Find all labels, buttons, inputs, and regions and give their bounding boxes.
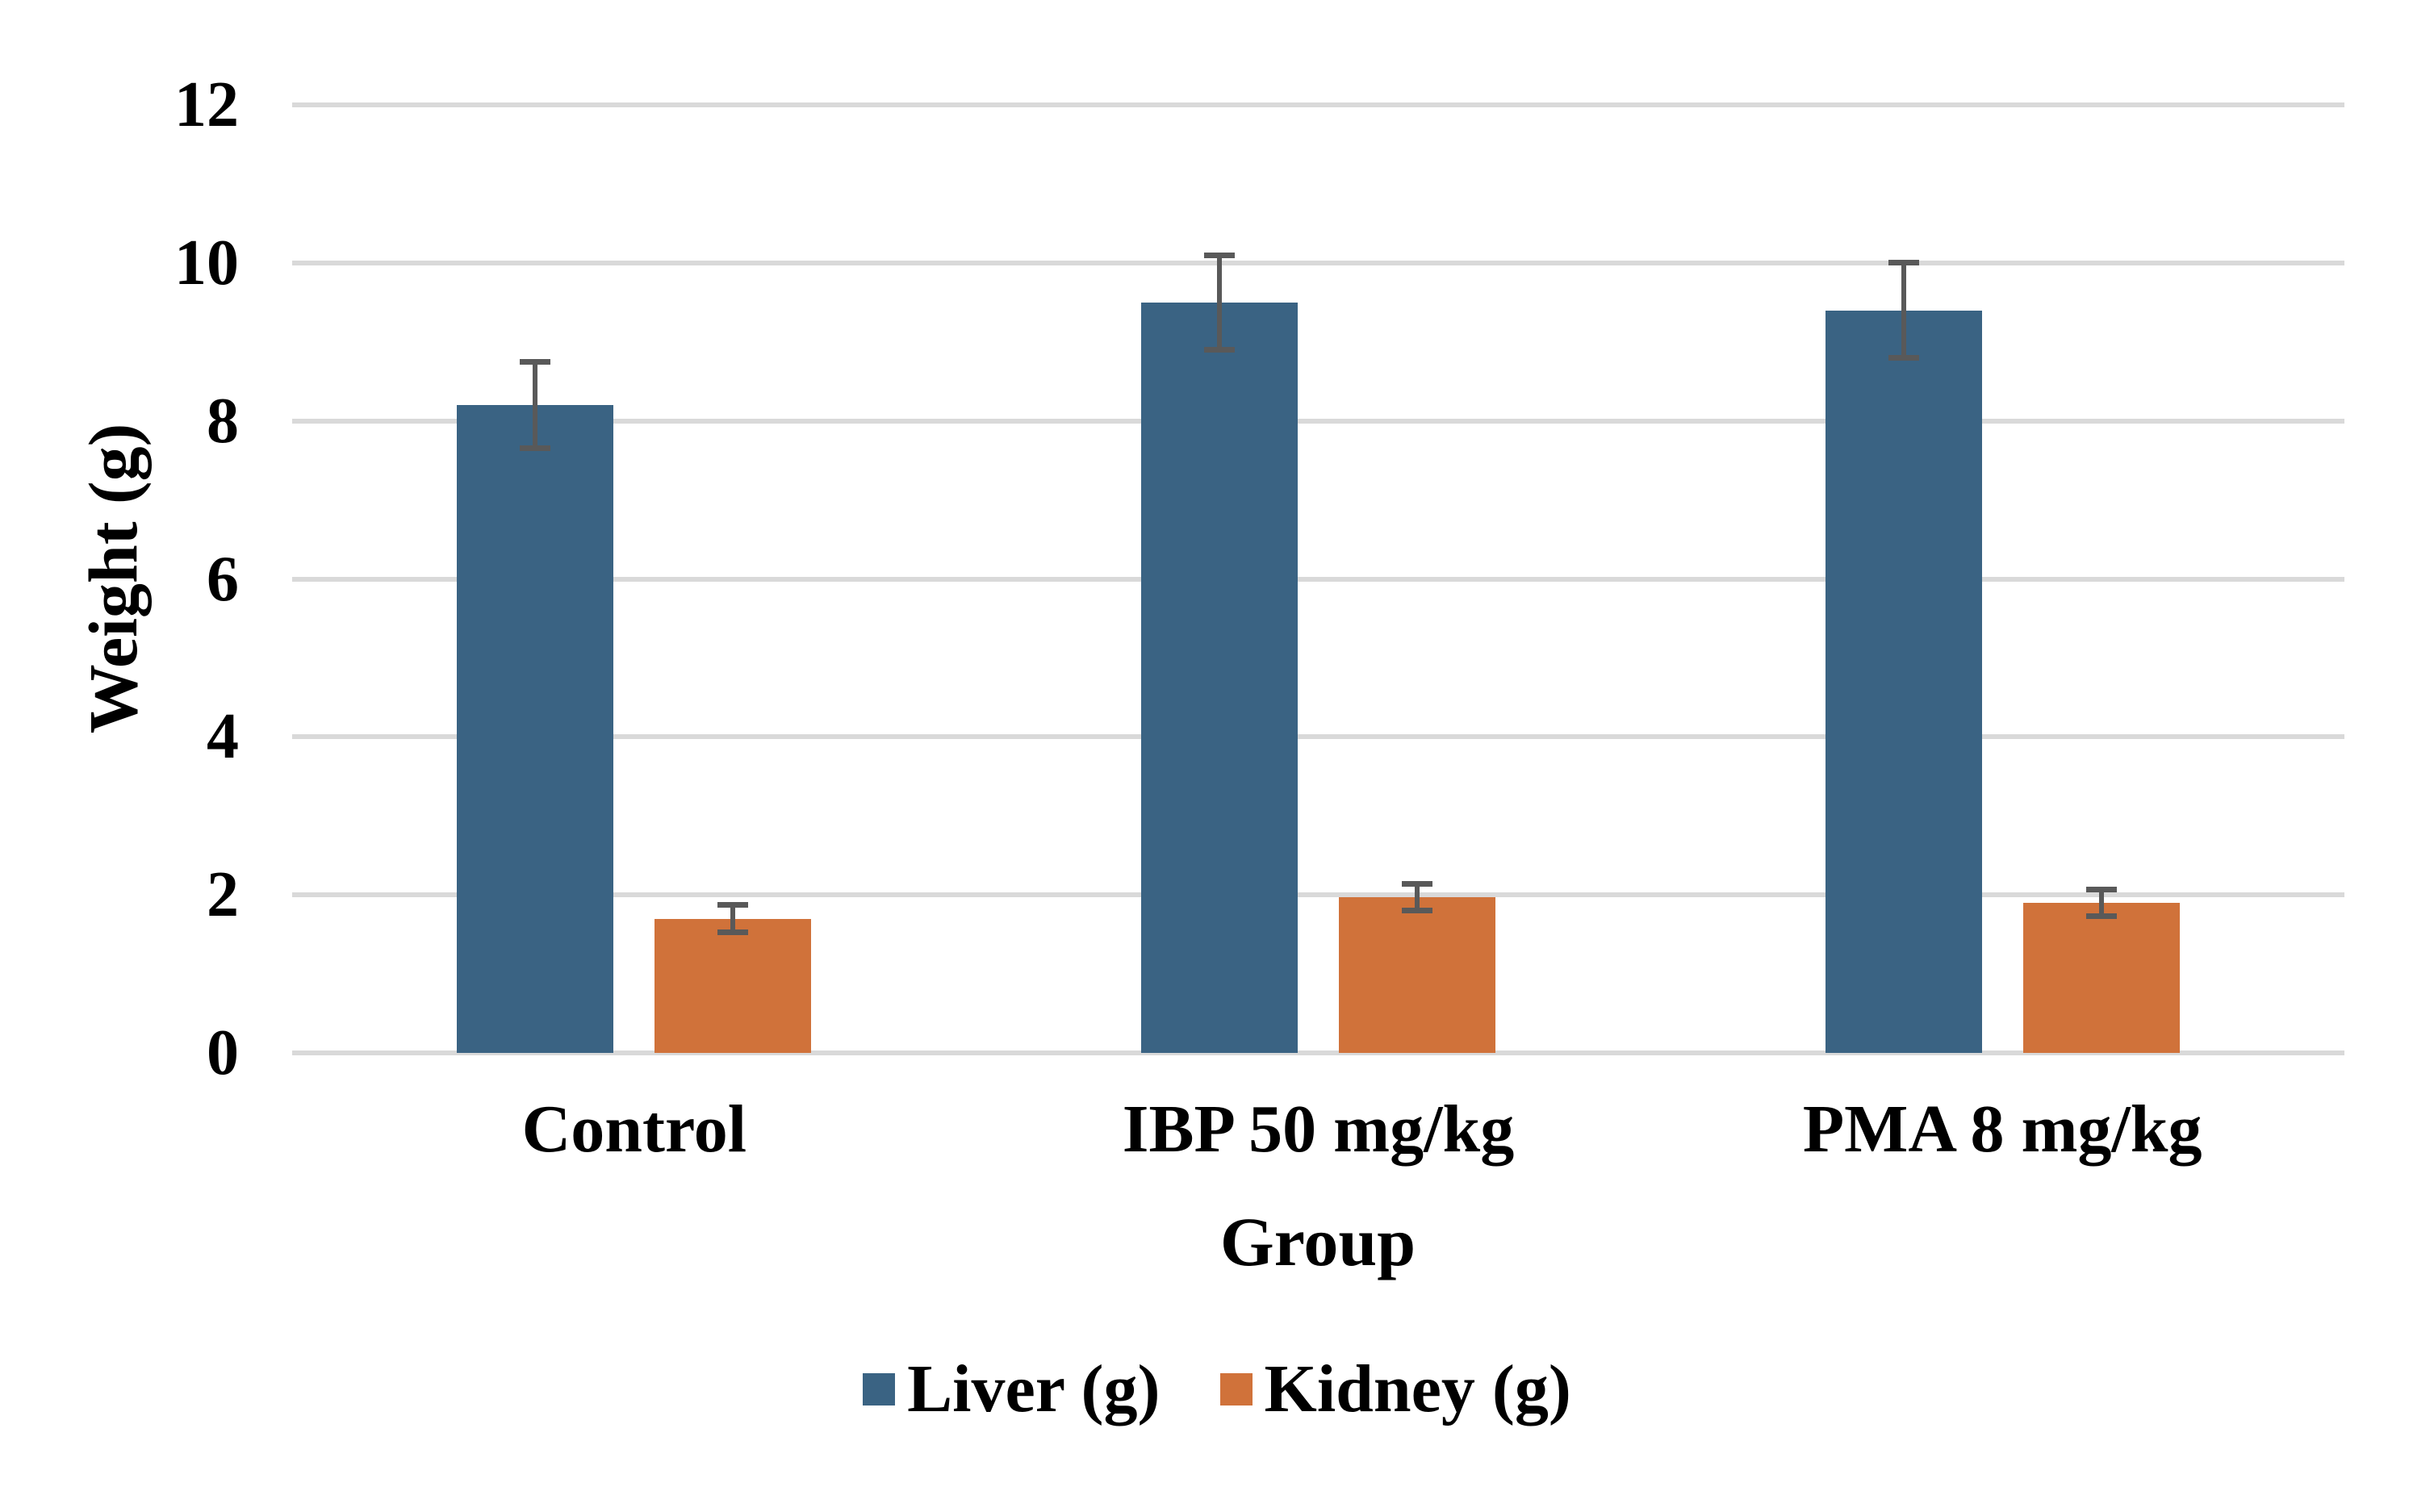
error-bar-cap	[1204, 252, 1235, 258]
gridline	[292, 734, 2344, 740]
error-bar	[730, 904, 736, 933]
x-axis-title: Group	[1219, 1203, 1416, 1280]
error-bar-cap	[1402, 908, 1432, 914]
bar	[1339, 897, 1495, 1053]
gridline	[292, 418, 2344, 424]
error-bar-cap	[520, 358, 551, 365]
error-bar-cap	[717, 902, 749, 908]
legend-item: Liver (g)	[863, 1351, 1161, 1426]
legend-item: Kidney (g)	[1219, 1351, 1571, 1426]
y-axis-label: 10	[174, 227, 239, 299]
error-bar-cap	[1888, 354, 1919, 361]
y-axis-label: 2	[207, 859, 239, 931]
error-bar-cap	[520, 445, 551, 452]
error-bar	[1901, 262, 1906, 358]
error-bar-cap	[1204, 347, 1235, 353]
error-bar-cap	[1402, 880, 1432, 887]
error-bar-cap	[2085, 913, 2117, 920]
bar	[655, 918, 812, 1053]
y-axis: 0 2 4 6 8 10 12	[0, 72, 239, 1086]
y-axis-label: 8	[207, 385, 239, 457]
y-axis-label: 12	[174, 69, 239, 140]
y-axis-label: 6	[207, 543, 239, 615]
error-bar	[1415, 883, 1420, 911]
bar	[1825, 310, 1982, 1053]
gridline	[292, 1050, 2344, 1055]
error-bar-cap	[2085, 886, 2117, 892]
y-axis-label: 0	[207, 1017, 239, 1088]
bar	[457, 405, 614, 1053]
error-bar-cap	[1888, 260, 1919, 266]
y-axis-label: 4	[207, 701, 239, 773]
error-bar-cap	[717, 929, 749, 935]
x-axis-label: PMA 8 mg/kg	[1802, 1092, 2202, 1167]
gridline	[292, 576, 2344, 582]
bar	[2022, 902, 2180, 1053]
x-axis-label: IBP 50 mg/kg	[1122, 1092, 1515, 1167]
error-bar	[1217, 255, 1222, 350]
gridline	[292, 102, 2344, 107]
bar	[1141, 302, 1298, 1053]
liver-series-swatch-icon	[863, 1373, 896, 1405]
legend-label: Liver (g)	[907, 1351, 1161, 1426]
gridline	[292, 260, 2344, 265]
x-axis-label: Control	[521, 1092, 747, 1167]
legend-label: Kidney (g)	[1264, 1351, 1571, 1426]
legend: Liver (g) Kidney (g)	[0, 1355, 2434, 1423]
gridline	[292, 892, 2344, 898]
error-bar	[533, 361, 538, 449]
kidney-series-swatch-icon	[1219, 1373, 1253, 1405]
error-bar	[2098, 889, 2104, 917]
plot-area	[292, 102, 2344, 1055]
